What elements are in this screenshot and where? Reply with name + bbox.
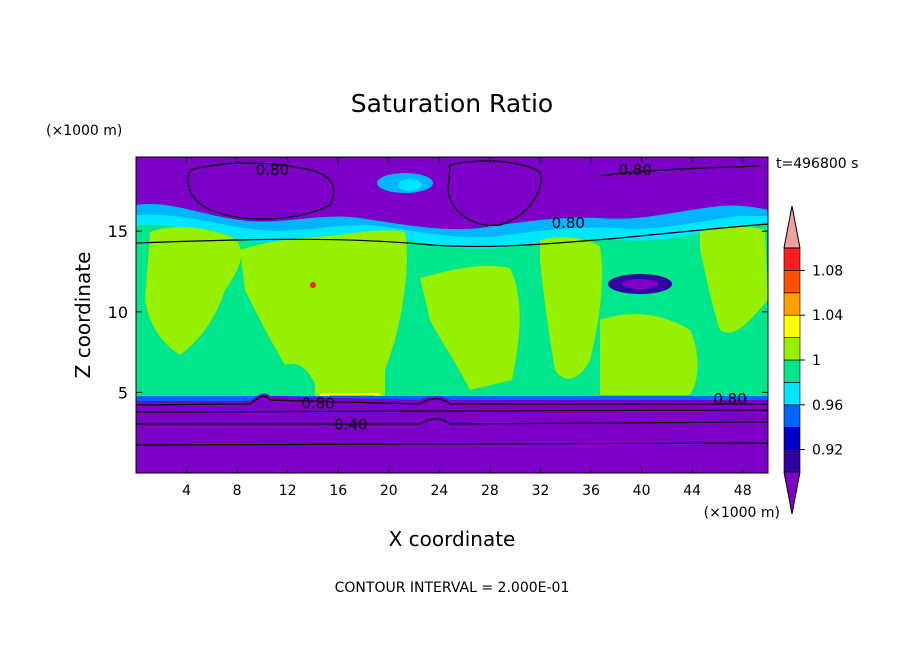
field-lower-layer [136, 393, 768, 473]
x-axis-title: X coordinate [389, 527, 516, 551]
contour-label: 0.80 [619, 161, 652, 179]
colorbar-tick-label: 1.08 [812, 263, 843, 279]
y-tick-label: 15 [108, 222, 128, 241]
contour-interval-label: CONTOUR INTERVAL = 2.000E-01 [335, 580, 570, 596]
time-label: t=496800 s [776, 156, 858, 172]
field-lime-patch-5 [600, 314, 698, 395]
colorbar-bin [783, 404, 801, 428]
x-tick-label: 28 [481, 483, 499, 499]
contour-label: 0.80 [256, 161, 289, 179]
colorbar-bin [783, 314, 801, 338]
colorbar-bin [783, 359, 801, 383]
field-lime-patch-6 [700, 226, 768, 333]
plot-frame [135, 156, 769, 474]
contour-label: 0.80 [301, 395, 334, 413]
y-axis: 5 10 15 [108, 222, 768, 402]
colorbar-tick-label: 1.04 [812, 308, 843, 324]
colorbar-bin [783, 292, 801, 316]
colorbar-bin [783, 337, 801, 361]
x-tick-label: 4 [182, 483, 191, 499]
colorbar-bin [783, 270, 801, 294]
x-tick-label: 20 [380, 483, 398, 499]
field-blue-base [136, 396, 768, 401]
x-tick-label: 44 [683, 483, 701, 499]
field-red-speck [310, 282, 316, 288]
colorbar-under-triangle [783, 471, 801, 515]
x-axis: 4 8 12 16 20 24 28 32 36 40 44 48 [182, 157, 752, 499]
x-tick-label: 16 [329, 483, 347, 499]
colorbar-bin [783, 449, 801, 473]
colorbar-bin [783, 247, 801, 271]
field-lime-patch-1 [145, 227, 242, 355]
contour-label: 0.40 [334, 416, 367, 434]
x-tick-label: 12 [279, 483, 297, 499]
field-dark-patch-core [622, 279, 658, 289]
colorbar-tick-label: 1 [812, 353, 821, 369]
field-top-dry-2 [448, 160, 541, 226]
field-top-dry [188, 162, 334, 220]
field-cyan-blob-core [398, 179, 422, 191]
contour-label: 0.80 [552, 214, 585, 232]
x-unit-label: (×1000 m) [704, 505, 780, 521]
colorbar: 0.92 0.96 1 1.04 1.08 [783, 205, 843, 515]
contour-lines [136, 160, 768, 446]
y-tick-label: 10 [108, 303, 128, 322]
x-tick-label: 32 [532, 483, 550, 499]
colorbar-over-triangle [783, 205, 801, 249]
y-unit-label: (×1000 m) [46, 123, 122, 139]
plot-area: 0.80 0.800.800.80 0.800.40 [135, 156, 769, 474]
field-lime-patch-7 [315, 355, 385, 396]
x-tick-label: 40 [633, 483, 651, 499]
colorbar-tick-label: 0.96 [812, 398, 843, 414]
colorbar-bin [783, 426, 801, 450]
x-tick-label: 24 [430, 483, 448, 499]
chart-title: Saturation Ratio [351, 89, 553, 118]
x-tick-label: 48 [734, 483, 752, 499]
contour-label-layer: 0.80 0.800.800.80 0.800.40 [256, 161, 747, 434]
x-tick-label: 36 [582, 483, 600, 499]
x-tick-label: 8 [233, 483, 242, 499]
field-lime-patch-3 [420, 265, 520, 390]
y-axis-title: Z coordinate [71, 252, 95, 379]
colorbar-bin [783, 382, 801, 406]
field-lime-patch-4 [540, 237, 602, 379]
field-lime-patch-2 [240, 230, 407, 395]
field-yellow-streak [320, 393, 380, 396]
contour-label: 0.80 [713, 390, 746, 408]
y-tick-label: 5 [118, 383, 128, 402]
colorbar-tick-label: 0.92 [812, 443, 843, 459]
